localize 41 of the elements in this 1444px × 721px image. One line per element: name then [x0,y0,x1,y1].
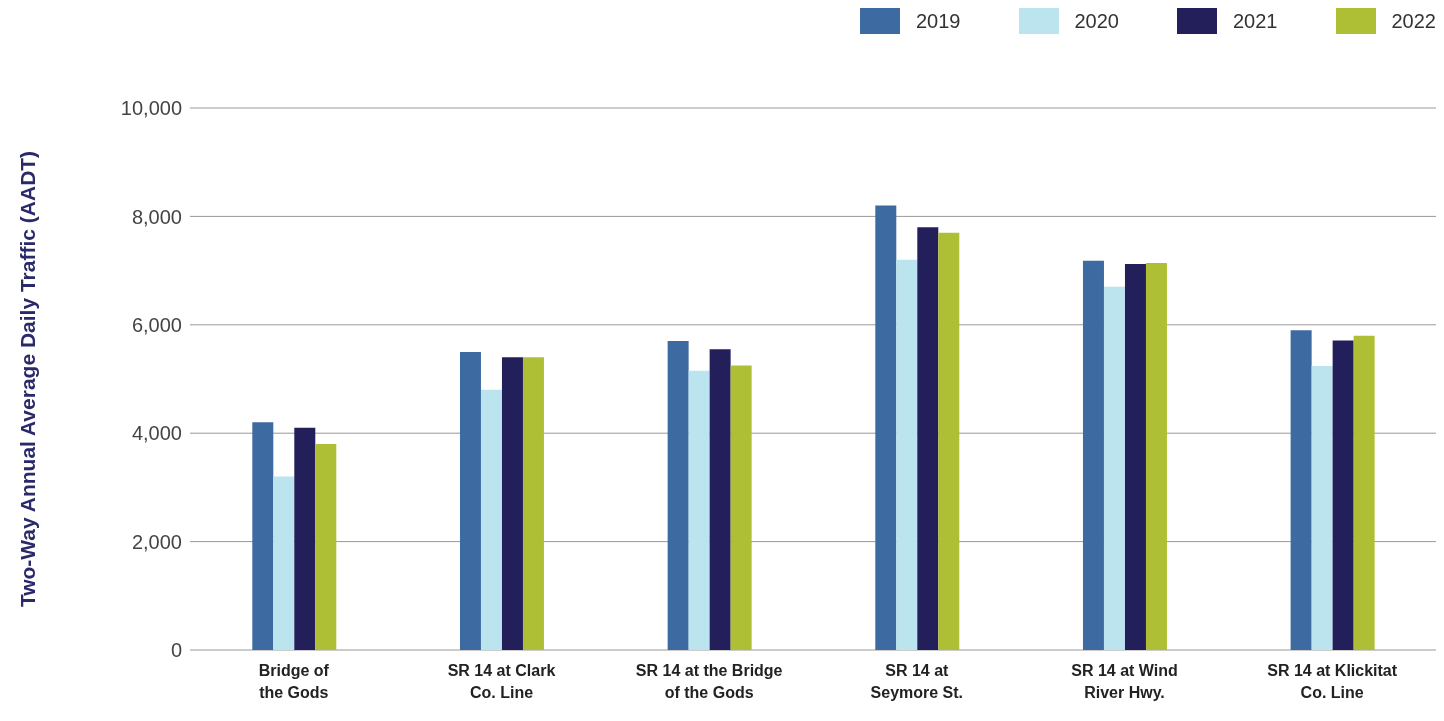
y-tick-label: 10,000 [120,97,182,120]
bar [1332,340,1354,650]
x-tick-label: SR 14 at Seymore St. [870,662,964,701]
x-tick-label: SR 14 at Clark Co. Line [447,662,556,701]
bar [1124,264,1146,650]
bar [480,389,502,650]
bar [1103,286,1125,650]
y-tick-label: 2,000 [131,530,182,553]
bar [273,476,295,650]
y-tick-label: 4,000 [131,422,182,445]
y-axis-title: Two-Way Annual Average Daily Traffic (AADT) [16,150,40,608]
bar [1353,335,1375,650]
bar [938,232,960,650]
legend-label: 2020 [1074,9,1119,33]
bar [522,357,544,650]
bar [501,357,523,650]
y-tick-label: 0 [170,639,182,662]
bar [730,365,752,650]
bar [252,422,274,650]
y-tick-label: 8,000 [131,205,182,228]
bar [1311,365,1333,650]
x-tick-label: Bridge of the Gods [258,662,330,701]
y-tick-label: 6,000 [131,313,182,336]
bar [294,427,316,650]
x-tick-label: SR 14 at the Bridge of the Gods [635,662,783,701]
bar [875,205,897,650]
bar [917,227,939,650]
bar [667,341,689,650]
x-tick-label: SR 14 at Klickitat Co. Line [1267,662,1398,701]
bar [315,444,337,650]
legend-label: 2021 [1233,9,1278,33]
x-tick-label: SR 14 at Wind River Hwy. [1071,662,1178,701]
bar [1082,260,1104,650]
bar [1145,263,1167,650]
legend-label: 2022 [1391,9,1436,33]
legend-label: 2019 [916,9,961,33]
bar [459,351,481,650]
bar [896,259,918,650]
bar [1290,330,1312,650]
bar [688,370,710,650]
bar [709,349,731,650]
